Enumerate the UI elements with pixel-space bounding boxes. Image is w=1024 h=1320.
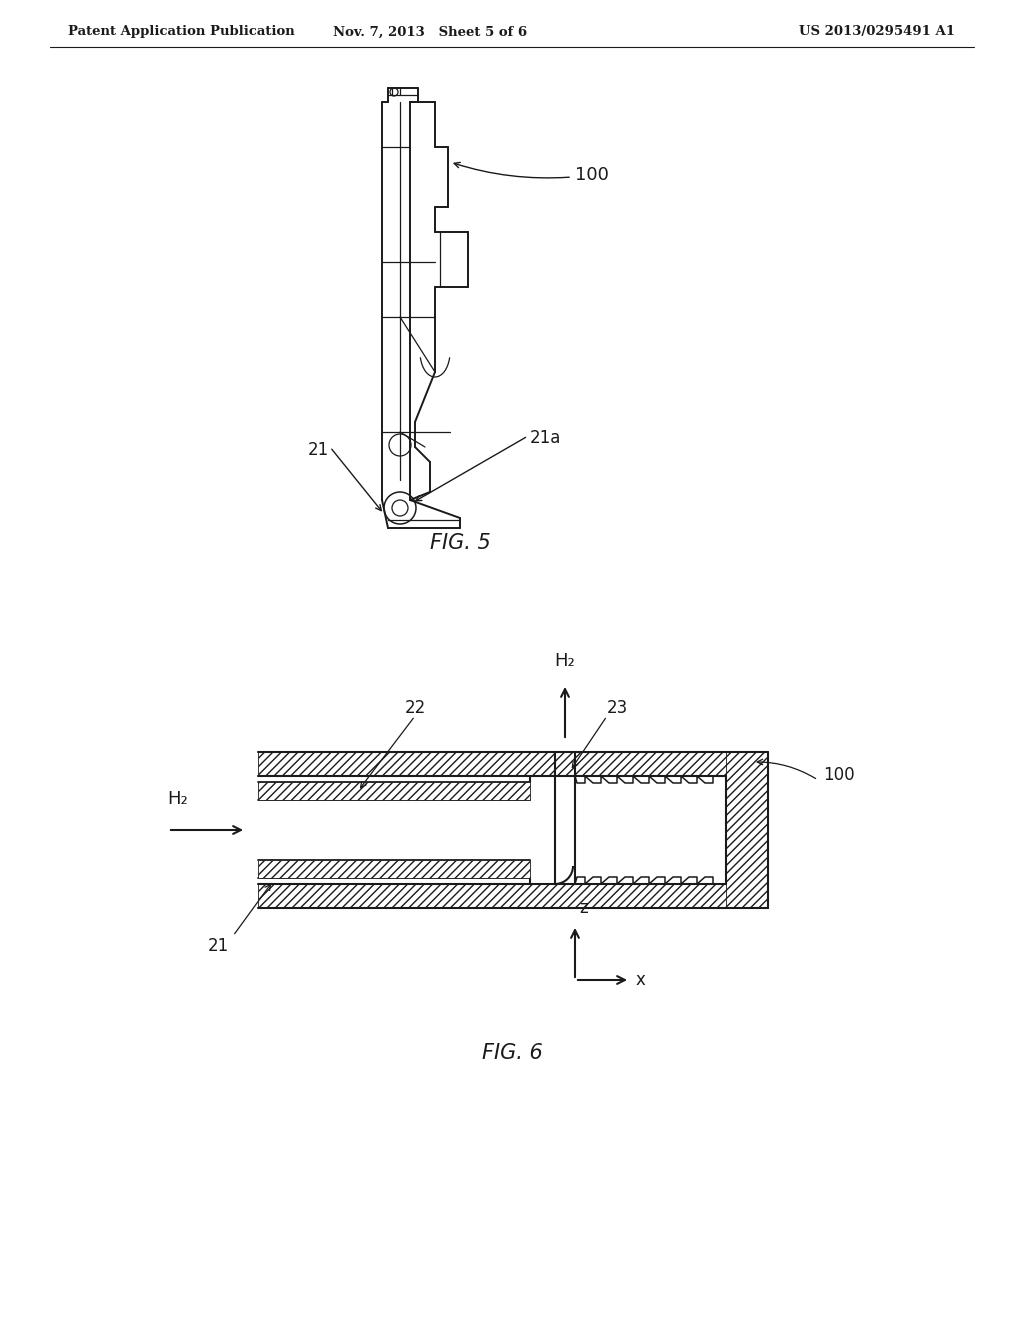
Bar xyxy=(258,752,768,776)
Text: Patent Application Publication: Patent Application Publication xyxy=(68,25,295,38)
Text: FIG. 6: FIG. 6 xyxy=(481,1043,543,1063)
Text: FIG. 5: FIG. 5 xyxy=(430,533,490,553)
Text: US 2013/0295491 A1: US 2013/0295491 A1 xyxy=(799,25,955,38)
Text: 23: 23 xyxy=(606,700,628,717)
Bar xyxy=(258,781,530,800)
Text: 100: 100 xyxy=(823,766,855,784)
Text: H₂: H₂ xyxy=(168,789,188,808)
Text: 22: 22 xyxy=(404,700,426,717)
Text: x: x xyxy=(636,972,646,989)
Bar xyxy=(258,884,768,908)
Text: Nov. 7, 2013   Sheet 5 of 6: Nov. 7, 2013 Sheet 5 of 6 xyxy=(333,25,527,38)
Bar xyxy=(258,861,530,878)
Text: 100: 100 xyxy=(575,166,609,183)
Text: 21a: 21a xyxy=(530,429,561,447)
Text: 21: 21 xyxy=(208,937,228,954)
Bar xyxy=(726,752,768,908)
Text: z: z xyxy=(579,899,588,917)
Text: H₂: H₂ xyxy=(555,652,575,671)
Text: 21: 21 xyxy=(307,441,329,459)
